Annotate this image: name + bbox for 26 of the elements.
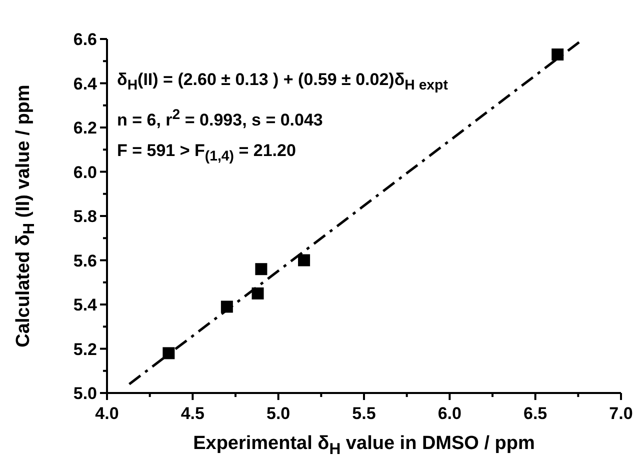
point	[255, 263, 268, 276]
annotation: δ$_{H}$(II) = (2.60 ± 0.13 ) + (0.59 ± 0.02)δ$_{H expt}$	[117, 69, 448, 96]
y-tick-label: 5.8	[73, 207, 97, 226]
y-tick-label: 6.6	[73, 30, 97, 49]
point	[252, 287, 264, 300]
annotation: n = 6, r$^{2}$ = 0.993, s = 0.043	[117, 106, 324, 132]
x-axis-title: Experimental δ$_{H}$ value in DMSO / ppm	[192, 433, 536, 459]
y-tick-label: 6.4	[73, 74, 98, 94]
point	[552, 48, 564, 60]
x-tick-label: 4.5	[180, 404, 204, 423]
point	[298, 254, 310, 266]
y-tick-label: 5.0	[73, 384, 97, 403]
x-tick-label: 6.5	[524, 404, 548, 423]
y-tick-label: 5.4	[73, 296, 98, 314]
x-tick-label: 4.0	[95, 404, 119, 423]
x-tick-label: 7.0	[609, 404, 633, 423]
annotation: F = 591 > F$_{(1,4)}$ = 21.20	[117, 140, 297, 166]
x-tick-label: 5.5	[352, 404, 376, 423]
y-tick-label: 5.6	[73, 251, 97, 270]
y-tick-label: 5.2	[73, 340, 97, 359]
point	[220, 300, 233, 313]
y-tick-label: 6.0	[73, 162, 97, 182]
point	[162, 347, 175, 360]
x-tick-label: 5.0	[266, 404, 290, 423]
y-tick-label: 6.2	[73, 118, 97, 138]
x-tick-label: 6.0	[438, 404, 462, 423]
